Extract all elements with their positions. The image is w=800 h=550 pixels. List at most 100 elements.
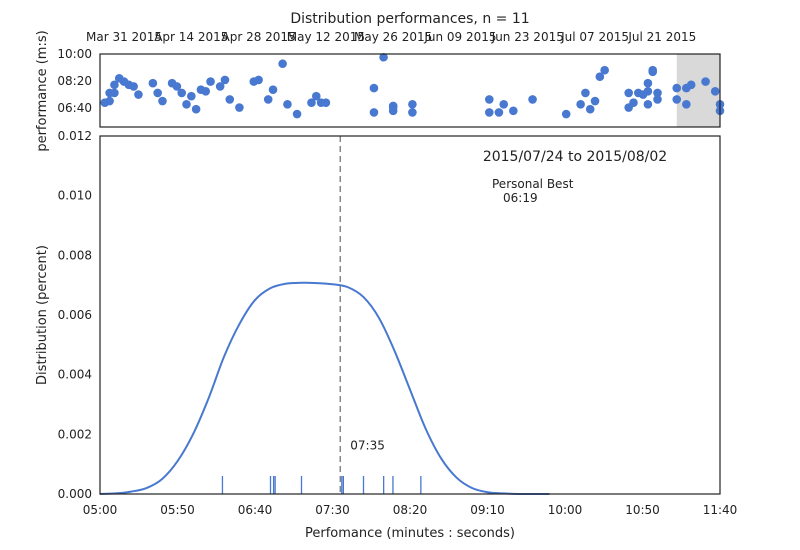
scatter-point — [134, 90, 143, 99]
timeline-x-tick-label: Jun 09 2015 — [423, 30, 496, 44]
distribution-x-tick-label: 10:50 — [625, 503, 660, 517]
distribution-y-tick-label: 0.002 — [58, 427, 92, 441]
scatter-point — [321, 98, 331, 107]
scatter-point — [105, 96, 114, 106]
scatter-point — [110, 80, 119, 90]
scatter-point — [653, 95, 662, 104]
scatter-point — [585, 104, 595, 114]
median-label: 07:35 — [350, 438, 385, 452]
scatter-point — [485, 108, 494, 117]
scatter-point — [710, 87, 720, 96]
distribution-x-tick-label: 05:50 — [160, 503, 195, 517]
distribution-title: 2015/07/24 to 2015/08/02 — [483, 149, 667, 165]
scatter-point — [235, 103, 244, 112]
distribution-x-label: Perfomance (minutes : seconds) — [305, 526, 515, 541]
timeline-frame — [99, 53, 721, 128]
scatter-point — [379, 52, 388, 62]
scatter-point — [600, 65, 609, 75]
timeline-x-tick-label: Jul 21 2015 — [627, 30, 696, 44]
figure-title: Distribution performances, n = 11 — [290, 11, 529, 27]
scatter-point — [172, 82, 182, 91]
distribution-x-tick-label: 08:20 — [393, 503, 428, 517]
timeline-x-tick-label: Jun 23 2015 — [491, 30, 564, 44]
scatter-point — [201, 87, 211, 96]
timeline-points — [100, 52, 725, 119]
scatter-point — [624, 88, 633, 98]
scatter-point — [408, 99, 417, 109]
timeline-y-tick-label: 06:40 — [57, 101, 92, 115]
timeline-x-tick-label: Apr 14 2015 — [154, 30, 228, 44]
scatter-point — [509, 106, 518, 116]
distribution-x-tick-label: 09:10 — [470, 503, 505, 517]
scatter-point — [643, 78, 653, 88]
scatter-point — [369, 83, 379, 93]
personal-best-value: 06:19 — [503, 191, 538, 205]
scatter-point — [590, 96, 600, 106]
scatter-point — [311, 91, 321, 101]
distribution-y-tick-label: 0.008 — [58, 248, 92, 262]
distribution-y-tick-label: 0.000 — [58, 487, 92, 501]
scatter-point — [686, 80, 696, 90]
scatter-point — [653, 88, 662, 98]
scatter-point — [215, 82, 225, 91]
scatter-point — [307, 98, 316, 107]
scatter-point — [268, 85, 278, 94]
distribution-x-tick-label: 05:00 — [83, 503, 118, 517]
scatter-point — [191, 104, 201, 114]
scatter-point — [701, 77, 710, 86]
scatter-point — [672, 95, 682, 104]
timeline-x-tick-label: May 26 2015 — [354, 30, 432, 44]
scatter-point — [153, 88, 162, 98]
scatter-point — [595, 72, 605, 82]
distribution-y-tick-label: 0.012 — [58, 129, 92, 143]
scatter-point — [576, 99, 585, 109]
distribution-x-tick-label: 06:40 — [238, 503, 273, 517]
scatter-point — [494, 108, 504, 117]
distribution-y-tick-label: 0.004 — [58, 368, 92, 382]
timeline-x-tick-label: Jul 07 2015 — [560, 30, 629, 44]
timeline-y-tick-label: 08:20 — [57, 74, 92, 88]
distribution-y-tick-label: 0.010 — [58, 189, 92, 203]
personal-best-label: Personal Best — [492, 177, 574, 191]
distribution-x-ticks: 05:00 05:50 06:40 07:30 08:20 09:10 10:00 10:50… — [83, 503, 738, 517]
scatter-point — [581, 88, 590, 98]
scatter-point — [643, 99, 653, 109]
scatter-point — [485, 95, 494, 104]
scatter-point — [499, 99, 509, 109]
timeline-y-label: performance (m:s) — [35, 30, 50, 151]
scatter-point — [187, 91, 196, 101]
scatter-point — [561, 109, 571, 119]
scatter-point — [158, 96, 167, 106]
scatter-point — [629, 98, 638, 107]
distribution-y-ticks: 0.000 0.002 0.004 0.006 0.008 0.010 0.012 — [58, 129, 92, 501]
scatter-point — [283, 99, 292, 109]
scatter-point — [388, 103, 398, 112]
rug-marks — [221, 476, 422, 494]
scatter-point — [177, 88, 187, 98]
distribution-curve — [99, 281, 550, 496]
scatter-point — [648, 67, 658, 77]
scatter-point — [369, 108, 379, 117]
scatter-point — [643, 87, 653, 96]
distribution-y-label: Distribution (percent) — [35, 245, 50, 385]
scatter-point — [220, 75, 230, 85]
timeline-x-tick-label: Mar 31 2015 — [86, 30, 162, 44]
timeline-y-tick-label: 10:00 — [57, 47, 92, 61]
distribution-x-tick-label: 11:40 — [703, 503, 738, 517]
scatter-point — [408, 108, 417, 117]
scatter-point — [206, 77, 215, 86]
timeline-y-ticks: 06:40 08:20 10:00 — [57, 47, 92, 115]
scatter-point — [278, 59, 287, 69]
distribution-x-tick-label: 07:30 — [315, 503, 350, 517]
scatter-point — [254, 75, 263, 85]
scatter-point — [225, 95, 235, 104]
scatter-point — [672, 83, 682, 93]
distribution-panel: 05:00 05:50 06:40 07:30 08:20 09:10 10:00 10:50… — [35, 129, 737, 541]
distribution-frame — [99, 135, 721, 495]
distribution-x-tick-label: 10:00 — [548, 503, 583, 517]
scatter-point — [148, 78, 158, 88]
scatter-point — [110, 88, 119, 98]
